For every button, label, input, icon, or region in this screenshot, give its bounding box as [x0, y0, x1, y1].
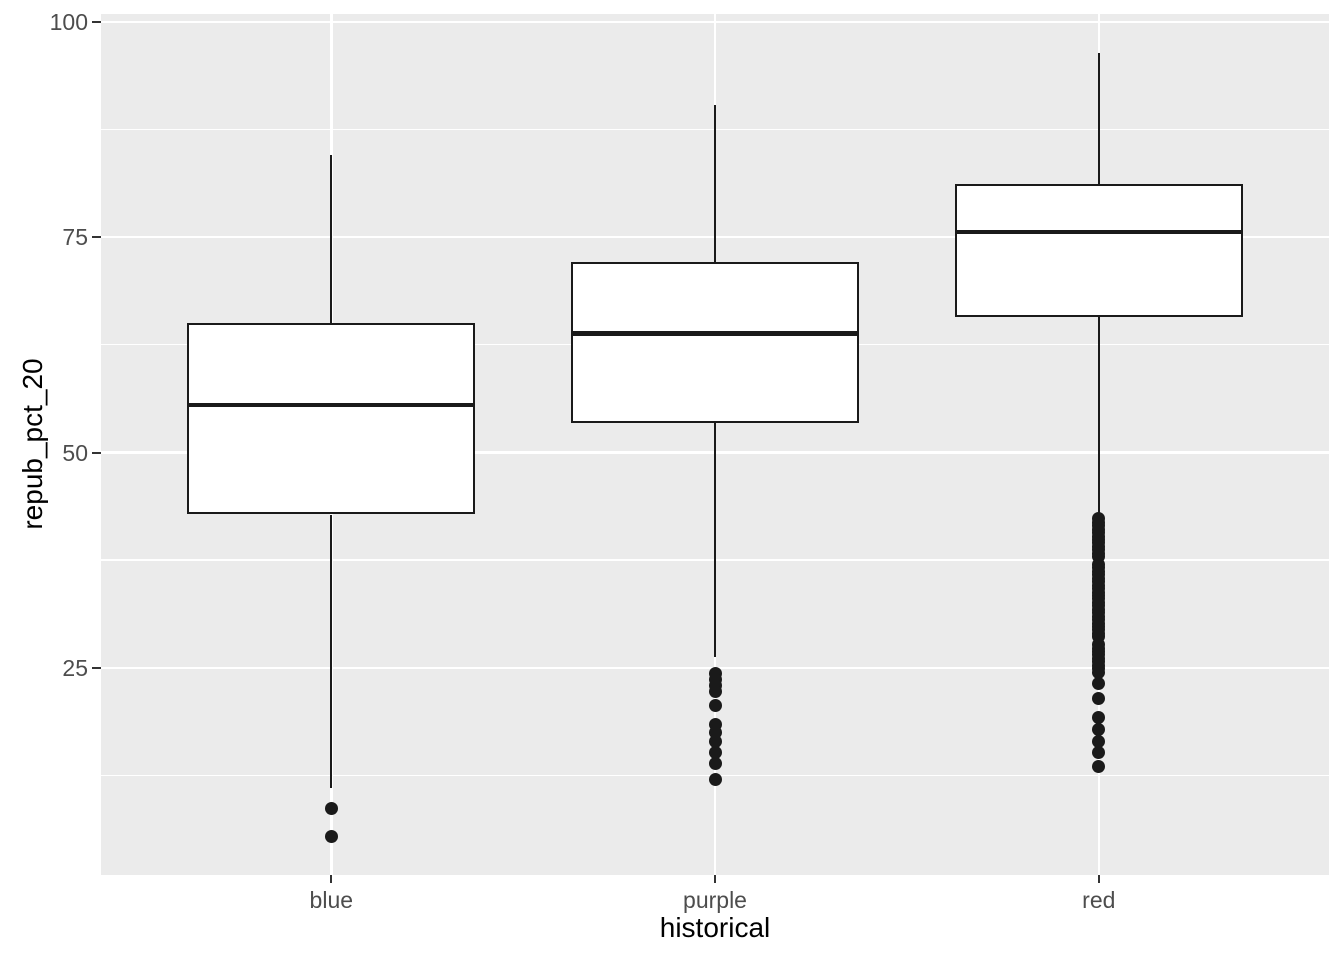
- outlier-point-red: [1092, 691, 1106, 705]
- outlier-point-red: [1092, 665, 1106, 679]
- y-tick-mark: [92, 20, 101, 23]
- x-axis-title: historical: [659, 912, 771, 943]
- outlier-point-purple: [708, 699, 722, 713]
- x-tick-label: red: [1082, 887, 1116, 913]
- x-tick-mark: [330, 875, 333, 883]
- box-blue: [187, 323, 476, 515]
- x-tick-label: purple: [683, 887, 747, 913]
- outlier-point-red: [1092, 722, 1106, 736]
- outlier-point-purple: [708, 735, 722, 749]
- y-tick-mark: [92, 666, 101, 669]
- median-red: [954, 229, 1243, 235]
- outlier-point-purple: [708, 685, 722, 699]
- outlier-point-blue: [324, 801, 338, 815]
- outlier-point-red: [1092, 745, 1106, 759]
- outlier-point-purple: [708, 745, 722, 759]
- whisker-upper-red: [1097, 52, 1101, 184]
- outlier-point-purple: [708, 773, 722, 787]
- whisker-lower-blue: [329, 514, 333, 789]
- y-tick-label: 50: [62, 439, 88, 466]
- y-tick-label: 100: [49, 8, 88, 35]
- outlier-point-red: [1092, 711, 1106, 725]
- outlier-point-red: [1092, 734, 1106, 748]
- box-purple: [571, 262, 859, 424]
- x-tick-mark: [714, 875, 716, 883]
- x-tick-mark: [1097, 875, 1100, 883]
- outlier-point-red: [1092, 760, 1106, 774]
- median-purple: [571, 331, 859, 336]
- outlier-point-purple: [708, 756, 722, 770]
- whisker-upper-purple: [713, 105, 717, 263]
- whisker-upper-blue: [329, 155, 333, 324]
- x-tick-label: blue: [309, 887, 354, 913]
- y-tick-mark: [92, 451, 101, 454]
- y-tick-label: 75: [62, 224, 88, 251]
- outlier-point-red: [1092, 676, 1106, 690]
- plot-panel: [101, 14, 1329, 875]
- whisker-lower-red: [1097, 317, 1101, 518]
- y-tick-label: 25: [62, 654, 88, 681]
- median-blue: [187, 402, 476, 408]
- y-tick-mark: [92, 236, 101, 239]
- whisker-lower-purple: [713, 423, 717, 657]
- outlier-point-blue: [324, 830, 338, 844]
- box-red: [954, 183, 1243, 318]
